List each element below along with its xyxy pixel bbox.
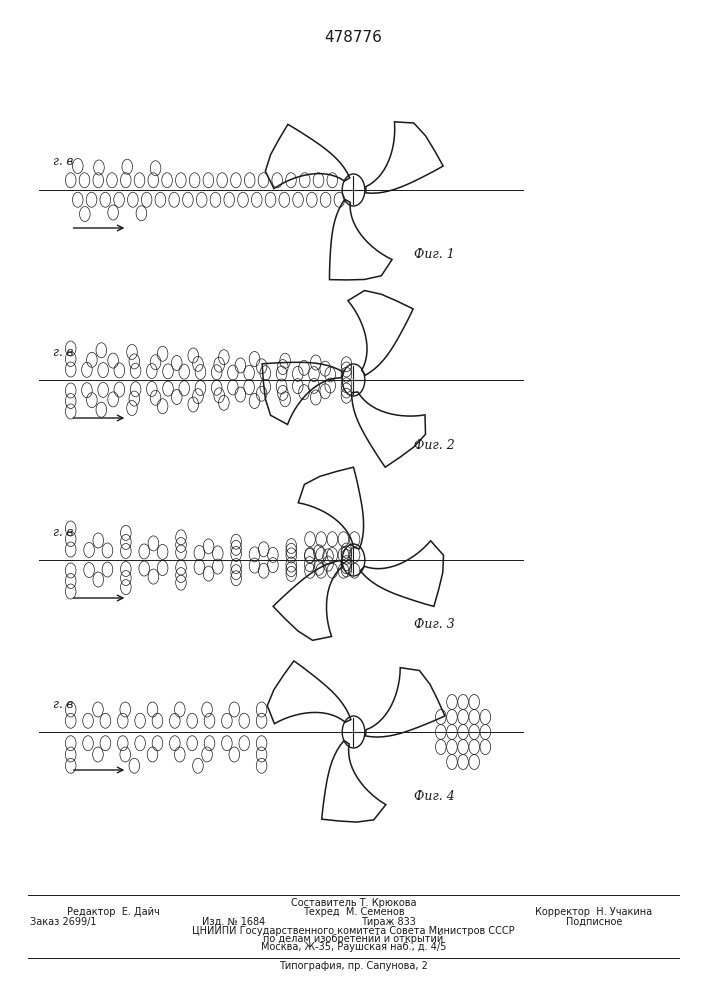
Text: Тираж 833: Тираж 833	[361, 917, 416, 927]
Text: Техред  М. Семенов: Техред М. Семенов	[303, 907, 404, 917]
Text: Редактор  Е. Дайч: Редактор Е. Дайч	[66, 907, 160, 917]
Text: Подписное: Подписное	[566, 917, 622, 927]
Text: Корректор  Н. Учакина: Корректор Н. Учакина	[535, 907, 653, 917]
Text: Фиг. 1: Фиг. 1	[414, 248, 455, 261]
Text: г. в: г. в	[53, 526, 74, 538]
Text: Фиг. 4: Фиг. 4	[414, 790, 455, 804]
Text: Фиг. 2: Фиг. 2	[414, 439, 455, 452]
Text: г. в: г. в	[53, 155, 74, 168]
Text: г. в: г. в	[53, 698, 74, 710]
Text: Москва, Ж-35, Раушская наб., д. 4/5: Москва, Ж-35, Раушская наб., д. 4/5	[261, 942, 446, 952]
Text: Составитель Т. Крюкова: Составитель Т. Крюкова	[291, 898, 416, 908]
Text: Типография, пр. Сапунова, 2: Типография, пр. Сапунова, 2	[279, 961, 428, 971]
Text: Фиг. 3: Фиг. 3	[414, 618, 455, 632]
Text: Заказ 2699/1: Заказ 2699/1	[30, 917, 97, 927]
Text: ЦНИИПИ Государственного комитета Совета Министров СССР: ЦНИИПИ Государственного комитета Совета …	[192, 926, 515, 936]
Text: г. в: г. в	[53, 346, 74, 359]
Text: по делам изобретений и открытий: по делам изобретений и открытий	[264, 934, 443, 944]
Text: Изд. № 1684: Изд. № 1684	[201, 917, 265, 927]
Text: 478776: 478776	[325, 30, 382, 45]
